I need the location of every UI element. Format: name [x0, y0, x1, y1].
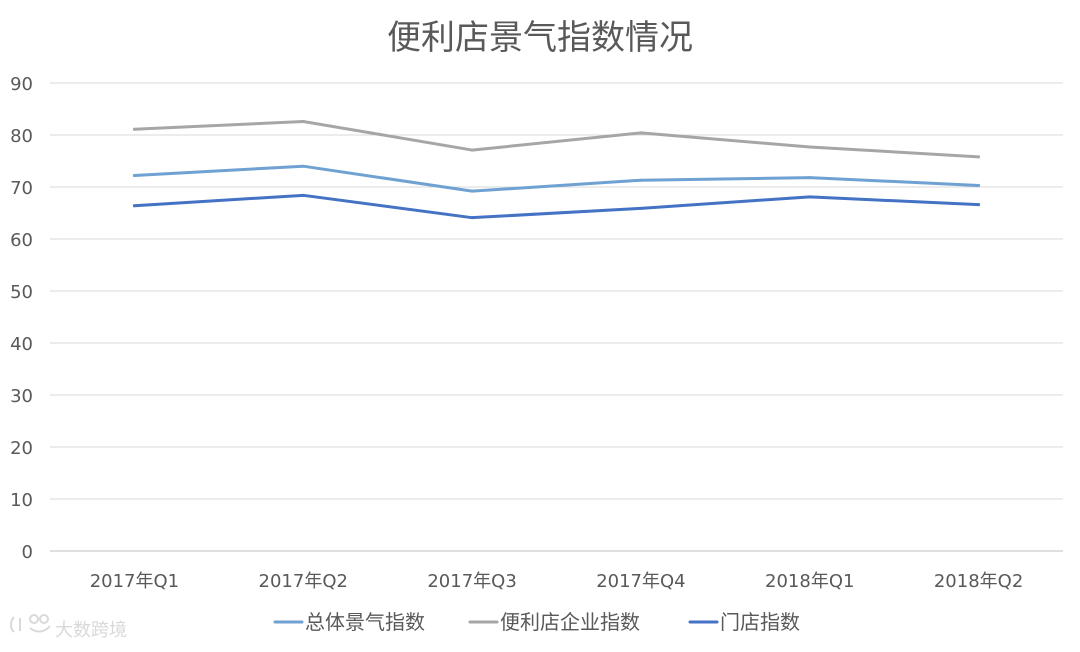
data-point: [470, 189, 474, 193]
x-tick-label: 2018年Q2: [934, 571, 1023, 592]
data-point: [977, 155, 981, 159]
data-point: [132, 174, 136, 178]
x-tick-label: 2018年Q1: [765, 571, 854, 592]
data-point: [470, 216, 474, 220]
watermark-text: 大数跨境: [55, 620, 127, 641]
data-point: [639, 178, 643, 182]
y-tick-label: 80: [10, 126, 33, 147]
legend-label: 门店指数: [720, 610, 800, 634]
data-point: [639, 206, 643, 210]
legend: 总体景气指数 便利店企业指数 门店指数: [273, 610, 800, 634]
watermark-logo-icon: [10, 614, 51, 633]
x-tick-label: 2017年Q3: [427, 571, 516, 592]
y-tick-label: 60: [10, 230, 33, 251]
data-point: [808, 195, 812, 199]
x-tick-label: 2017年Q1: [90, 571, 179, 592]
y-tick-label: 40: [10, 334, 33, 355]
data-point: [808, 145, 812, 149]
chart-title: 便利店景气指数情况: [387, 18, 693, 58]
data-point: [132, 204, 136, 208]
data-point: [977, 183, 981, 187]
data-point: [977, 203, 981, 207]
data-point: [301, 193, 305, 197]
legend-label: 便利店企业指数: [500, 610, 640, 634]
y-tick-label: 20: [10, 438, 33, 459]
gridlines: [50, 82, 1063, 552]
x-tick-label: 2017年Q4: [596, 571, 685, 592]
y-tick-label: 10: [10, 490, 33, 511]
data-point: [132, 127, 136, 131]
watermark: 大数跨境: [10, 614, 127, 641]
data-point: [639, 131, 643, 135]
data-point: [470, 148, 474, 152]
y-tick-label: 30: [10, 386, 33, 407]
legend-label: 总体景气指数: [305, 610, 425, 634]
data-series: [132, 119, 981, 220]
series-line: [132, 119, 981, 159]
x-axis-tick-labels: 2017年Q1 2017年Q2 2017年Q3 2017年Q4 2018年Q1 2018年…: [90, 571, 1024, 592]
series-line: [132, 193, 981, 220]
data-point: [808, 176, 812, 180]
y-tick-label: 90: [10, 74, 33, 95]
x-tick-label: 2017年Q2: [259, 571, 348, 592]
series-line: [132, 164, 981, 193]
data-point: [301, 119, 305, 123]
y-tick-label: 50: [10, 282, 33, 303]
data-point: [301, 164, 305, 168]
y-tick-label: 0: [22, 542, 33, 563]
y-tick-label: 70: [10, 178, 33, 199]
y-axis-tick-labels: 0 10 20 30 40 50 60 70 80 90: [10, 74, 33, 563]
